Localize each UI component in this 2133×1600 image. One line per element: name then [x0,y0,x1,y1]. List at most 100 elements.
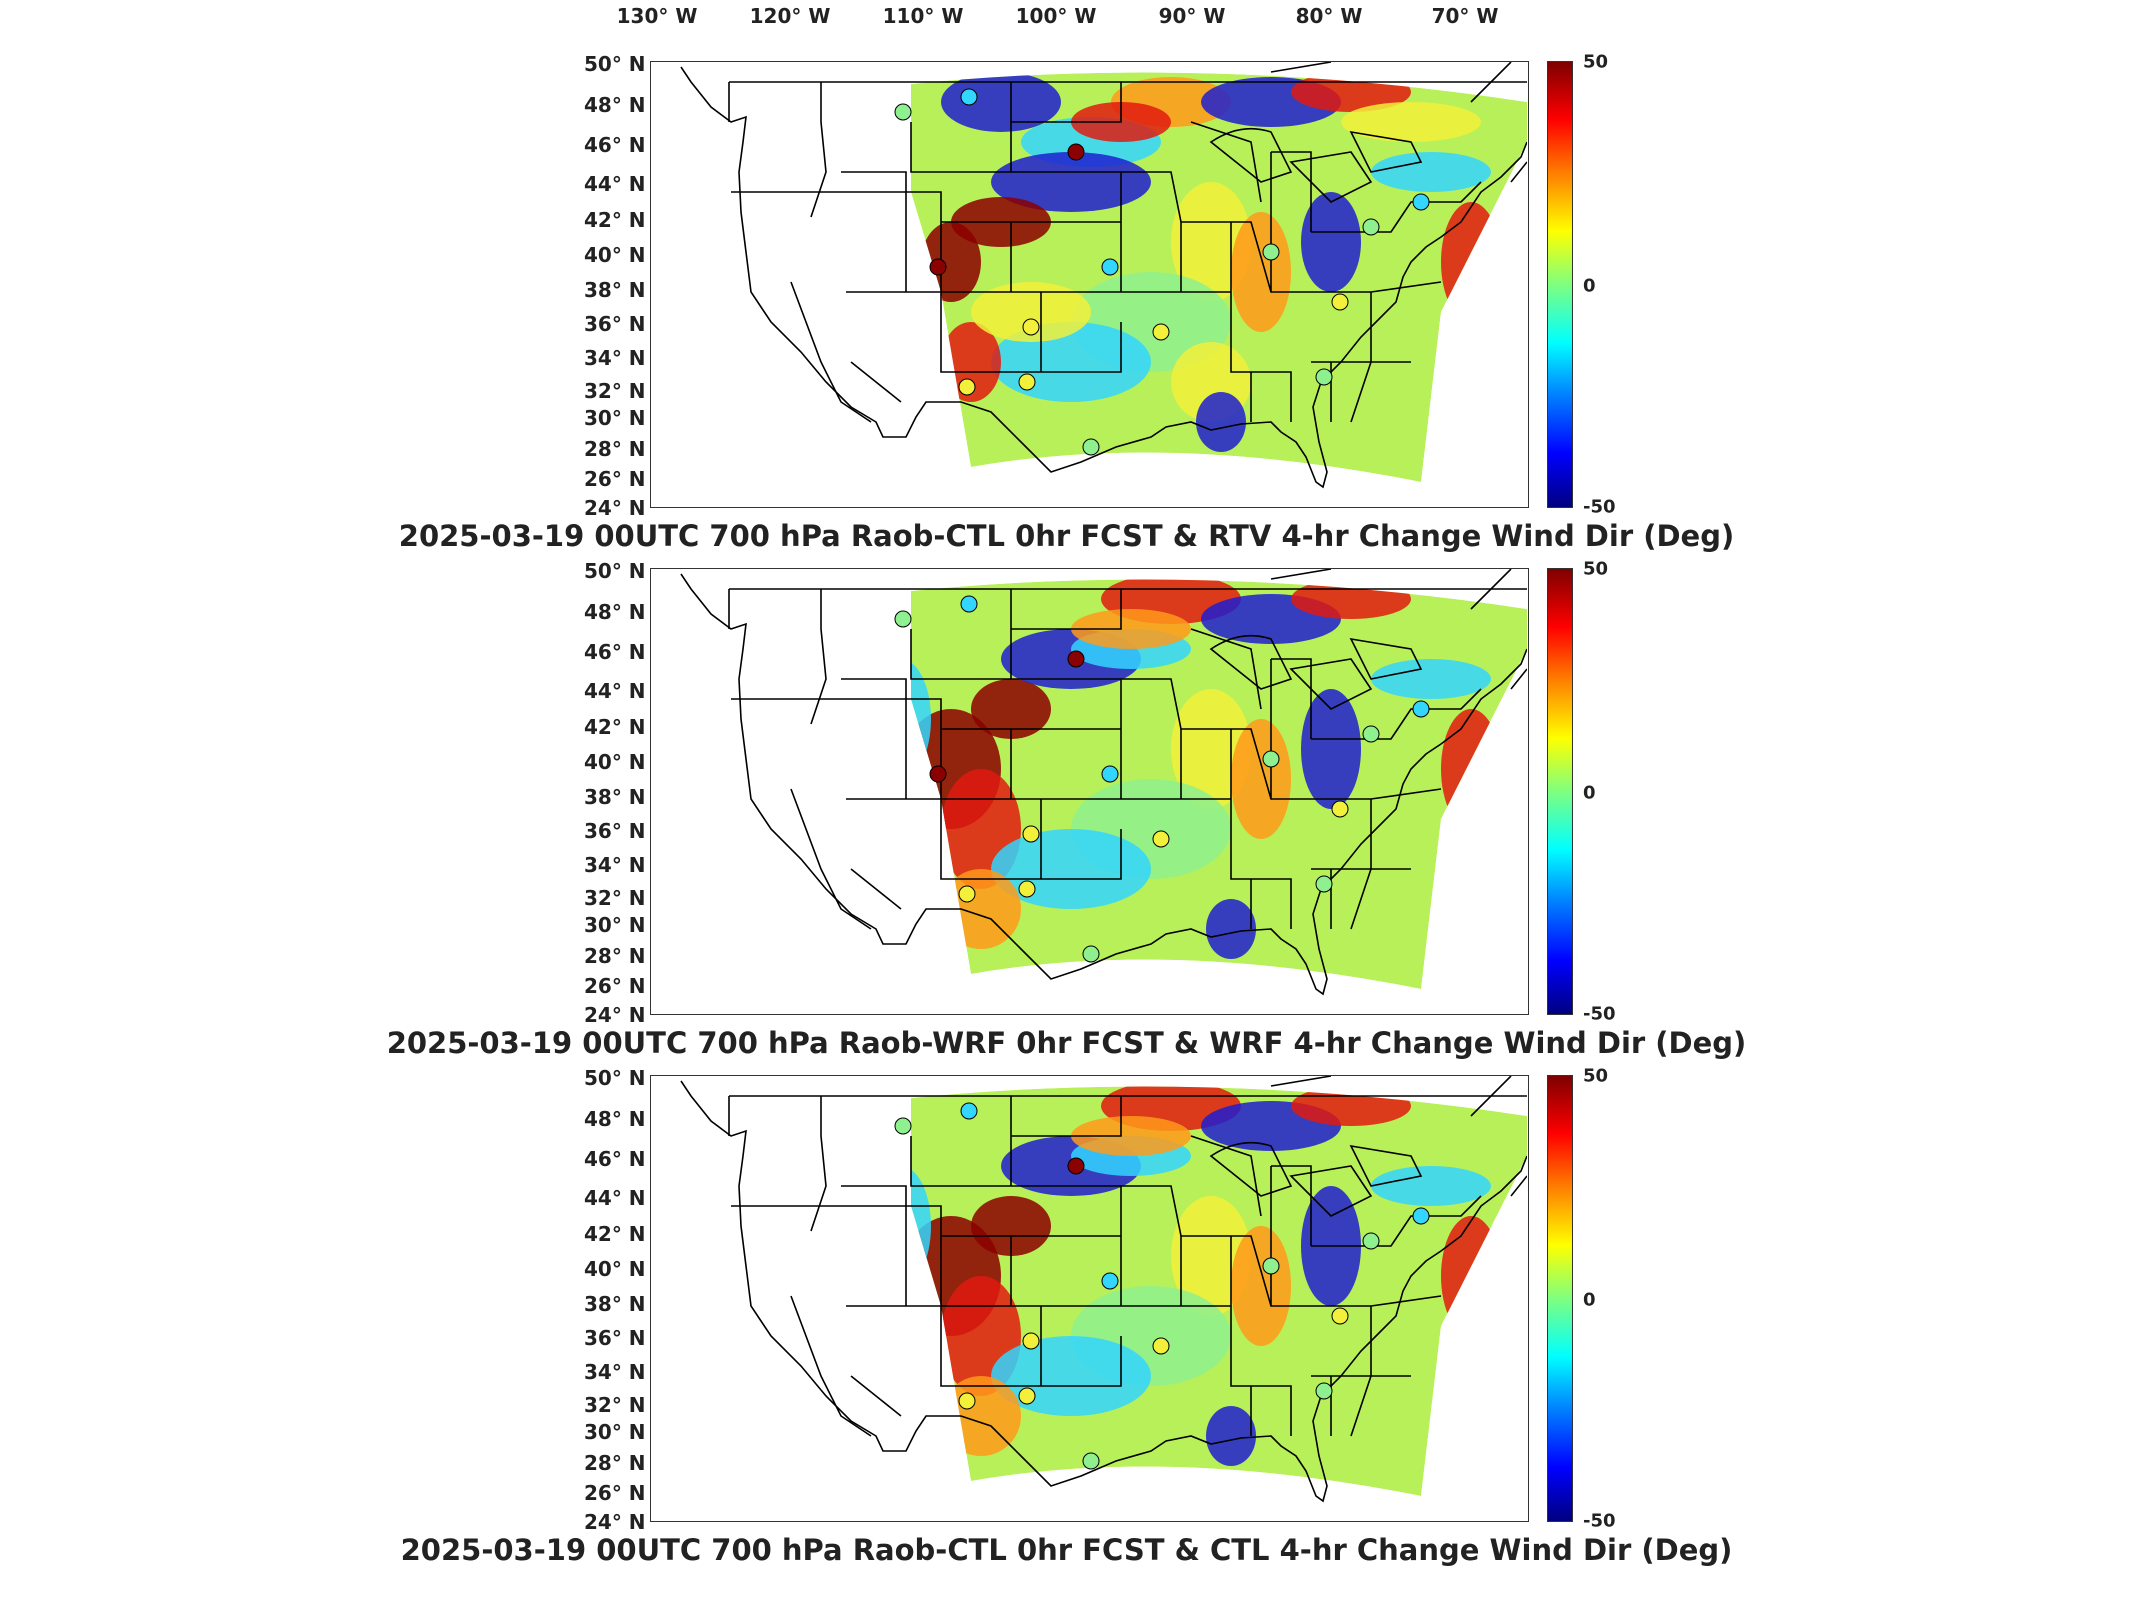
raob-stations [894,595,1430,963]
field-patch [1441,709,1501,829]
map-panel-wrf: 50 0 -50 2025-03-19 00UTC 700 hPa Raob-W… [0,559,2133,1078]
raob-station-marker [1067,143,1085,161]
raob-station-marker [1018,880,1036,898]
lat-label: 50° N [584,559,646,583]
raob-station-marker [1022,825,1040,843]
lat-label: 42° N [584,715,646,739]
panel-title: 2025-03-19 00UTC 700 hPa Raob-CTL 0hr FC… [398,519,1735,553]
map-svg [680,1076,1527,1503]
colorbar-min-label: -50 [1583,496,1616,518]
lon-label: 70° W [1431,4,1499,28]
raob-station-marker [1315,368,1333,386]
raob-station-marker [1262,243,1280,261]
field-patch [911,659,931,779]
lon-label: 90° W [1158,4,1226,28]
raob-station-marker [894,610,912,628]
map-panel-rtv: 50 0 -50 2025-03-19 00UTC 700 hPa Raob-C… [0,52,2133,571]
raob-station-marker [1152,830,1170,848]
lat-label: 34° N [584,853,646,877]
raob-stations [894,1102,1430,1470]
colorbar-max-label: 50 [1583,558,1609,580]
lat-label: 32° N [584,1393,646,1417]
raob-station-marker [1022,1332,1040,1350]
boundaries [680,62,1527,489]
raob-station-marker [1262,750,1280,768]
lat-label: 32° N [584,379,646,403]
field-patch [1231,719,1291,839]
colorbar-mid-label: 0 [1583,275,1596,297]
raob-station-marker [1152,323,1170,341]
field-patch [1071,1116,1191,1156]
field-patch [971,1196,1051,1256]
raob-station-marker [1101,258,1119,276]
lat-label: 44° N [584,1186,646,1210]
field-patch [1206,899,1256,959]
wind-field [911,1086,1527,1496]
lat-label: 46° N [584,640,646,664]
raob-station-marker [960,88,978,106]
field-patch [1441,202,1501,322]
raob-station-marker [1082,945,1100,963]
raob-station-marker [1315,875,1333,893]
colorbar [1547,1075,1573,1522]
lat-label: 48° N [584,1107,646,1131]
field-patch [971,282,1091,342]
panel-title: 2025-03-19 00UTC 700 hPa Raob-CTL 0hr FC… [400,1533,1733,1567]
lat-label: 30° N [584,1420,646,1444]
field-patch [1231,1226,1291,1346]
raob-station-marker [894,103,912,121]
lat-label: 28° N [584,944,646,968]
raob-station-marker [1067,1157,1085,1175]
field-patch [1231,212,1291,332]
raob-station-marker [958,378,976,396]
raob-station-marker [1067,650,1085,668]
raob-station-marker [1412,700,1430,718]
lon-label: 80° W [1295,4,1363,28]
lat-label: 34° N [584,346,646,370]
colorbar-min-label: -50 [1583,1510,1616,1532]
lon-label: 130° W [616,4,698,28]
lat-label: 46° N [584,1147,646,1171]
lat-label: 40° N [584,243,646,267]
lat-label: 50° N [584,1066,646,1090]
map-frame [650,1075,1529,1522]
colorbar-max-label: 50 [1583,1065,1609,1087]
lat-label: 34° N [584,1360,646,1384]
lat-label: 26° N [584,1481,646,1505]
raob-station-marker [1082,1452,1100,1470]
raob-station-marker [960,1102,978,1120]
lat-label: 38° N [584,1292,646,1316]
map-frame [650,568,1529,1015]
lat-label: 36° N [584,1326,646,1350]
raob-station-marker [1152,1337,1170,1355]
field-patch [1071,609,1191,649]
raob-station-marker [1262,1257,1280,1275]
field-patch [1291,579,1411,619]
lat-label: 32° N [584,886,646,910]
raob-station-marker [1362,725,1380,743]
map-panel-ctl: 50 0 -50 2025-03-19 00UTC 700 hPa Raob-C… [0,1066,2133,1585]
lat-label: 26° N [584,467,646,491]
lat-label: 36° N [584,819,646,843]
lat-label: 48° N [584,600,646,624]
lat-label: 42° N [584,1222,646,1246]
raob-station-marker [929,258,947,276]
lat-label: 38° N [584,278,646,302]
lon-label: 100° W [1015,4,1097,28]
lat-label: 46° N [584,133,646,157]
field-patch [1441,1216,1501,1336]
boundaries [680,569,1527,996]
field-patch [1491,262,1527,382]
raob-station-marker [1315,1382,1333,1400]
colorbar-mid-label: 0 [1583,782,1596,804]
raob-station-marker [894,1117,912,1135]
field-patch [1491,1286,1527,1406]
lat-label: 30° N [584,913,646,937]
lat-label: 42° N [584,208,646,232]
map-svg [680,62,1527,489]
raob-station-marker [1101,1272,1119,1290]
lat-label: 44° N [584,172,646,196]
colorbar-mid-label: 0 [1583,1289,1596,1311]
lon-label: 120° W [749,4,831,28]
raob-station-marker [1082,438,1100,456]
